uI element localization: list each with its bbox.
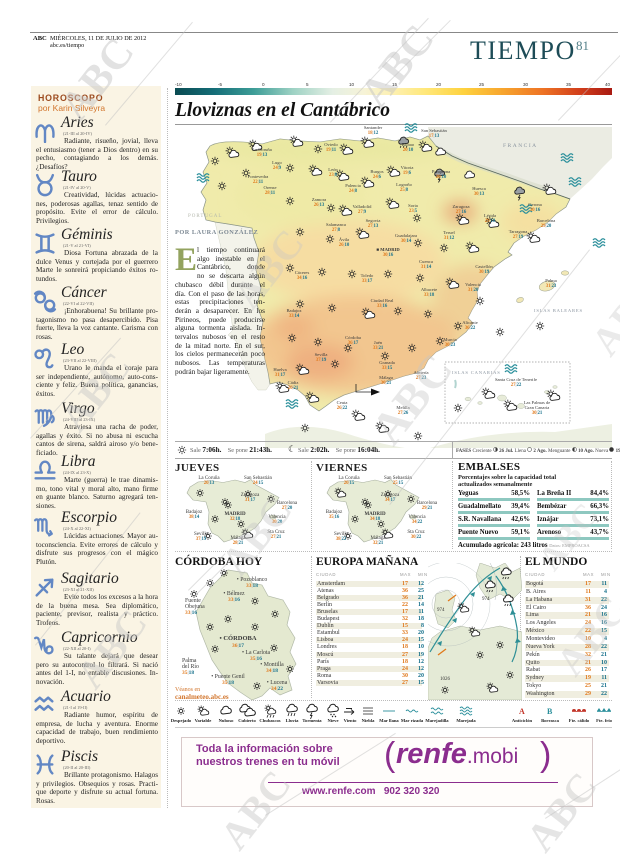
- svg-text:A: A: [519, 707, 525, 716]
- svg-text:1026: 1026: [440, 677, 451, 682]
- svg-text:974: 974: [482, 597, 490, 602]
- svg-text:974: 974: [437, 608, 445, 613]
- svg-text:ISLAS CANARIAS: ISLAS CANARIAS: [452, 370, 501, 375]
- svg-text:FRANCIA: FRANCIA: [503, 143, 538, 149]
- svg-text:PORTUGAL: PORTUGAL: [188, 214, 222, 219]
- svg-text:ISLAS BALEARES: ISLAS BALEARES: [534, 308, 583, 313]
- svg-text:B: B: [547, 707, 553, 716]
